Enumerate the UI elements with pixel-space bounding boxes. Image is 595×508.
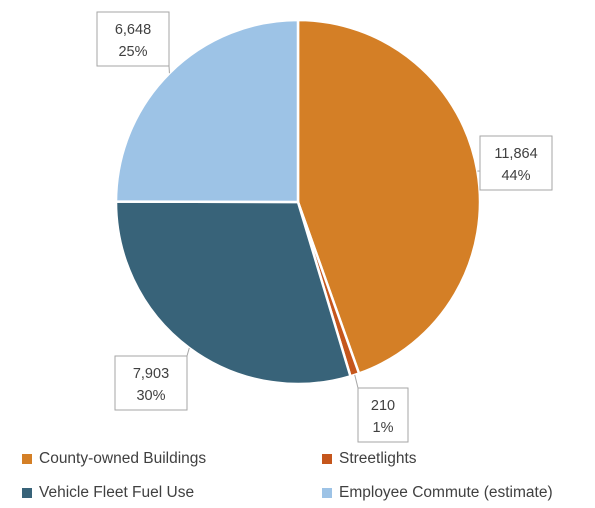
callout-box-streetlights [357, 387, 409, 443]
legend-label: Streetlights [339, 450, 417, 467]
callout-box-vehicle-fleet-fuel-use [114, 355, 188, 411]
data-label-value-vehicle-fleet-fuel-use: 7,903 [133, 366, 169, 382]
callout-box-county-owned-buildings [479, 135, 553, 191]
legend-swatch [22, 488, 32, 498]
data-label-percent-employee-commute-estimate: 25% [118, 44, 147, 60]
data-label-percent-vehicle-fleet-fuel-use: 30% [136, 388, 165, 404]
data-label-value-county-owned-buildings: 11,864 [494, 146, 537, 162]
data-label-value-streetlights: 210 [371, 398, 395, 414]
callout-leader-streetlights [354, 374, 359, 389]
legend-swatch [322, 488, 332, 498]
legend-item-vehicle-fleet-fuel-use: Vehicle Fleet Fuel Use [22, 484, 194, 502]
chart-legend: County-owned Buildings Streetlights Vehi… [0, 440, 595, 508]
callout-leader-vehicle-fleet-fuel-use [186, 347, 190, 357]
legend-item-county-owned-buildings: County-owned Buildings [22, 450, 206, 468]
legend-label: County-owned Buildings [39, 450, 207, 467]
legend-item-streetlights: Streetlights [322, 450, 417, 468]
legend-item-employee-commute: Employee Commute (estimate) [322, 484, 553, 502]
legend-label: Vehicle Fleet Fuel Use [39, 484, 195, 501]
callout-box-employee-commute-estimate [96, 11, 170, 67]
legend-swatch [322, 454, 332, 464]
pie-slice-vehicle-fleet-fuel-use [114, 200, 352, 386]
data-label-percent-county-owned-buildings: 44% [501, 168, 530, 184]
data-label-percent-streetlights: 1% [373, 420, 394, 436]
legend-swatch [22, 454, 32, 464]
legend-label: Employee Commute (estimate) [339, 484, 553, 501]
data-label-value-employee-commute-estimate: 6,648 [115, 22, 151, 38]
pie-slice-county-owned-buildings [296, 18, 482, 376]
